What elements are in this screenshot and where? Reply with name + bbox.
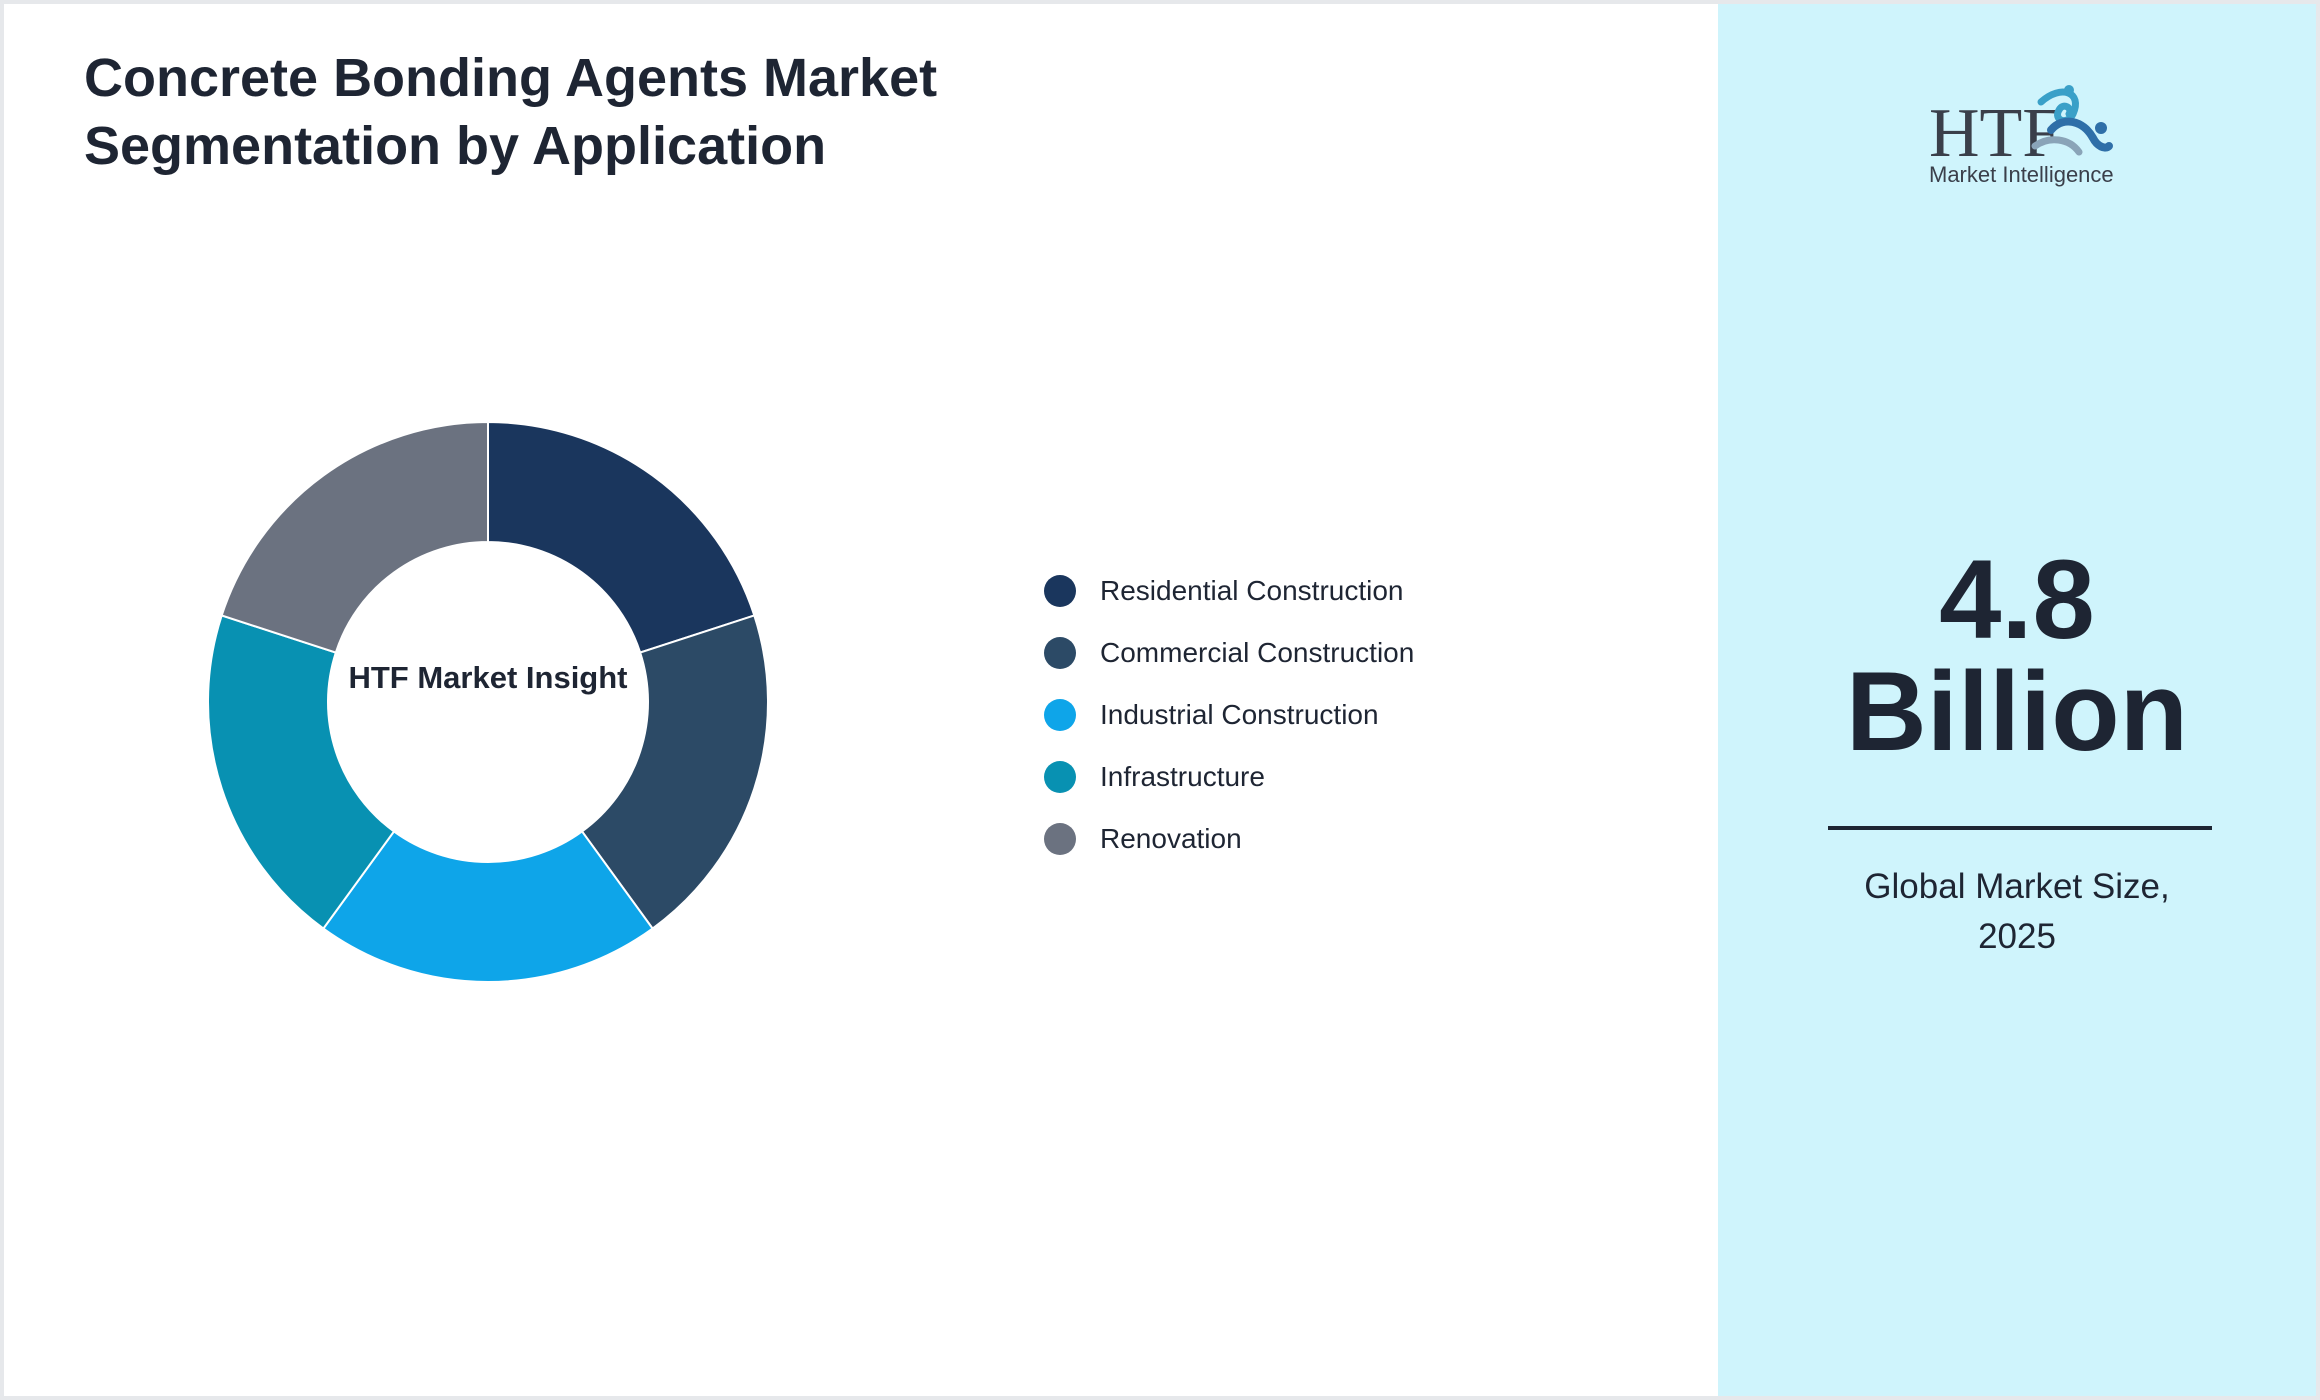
market-size-unit: Billion: [1845, 649, 2189, 774]
logo-subtitle: Market Intelligence: [1929, 162, 2113, 187]
chart-title: Concrete Bonding Agents Market Segmentat…: [84, 48, 938, 176]
chart-legend: Residential Construction Commercial Const…: [1044, 560, 1544, 870]
value-divider: [1828, 826, 2212, 830]
legend-item-residential-construction: Residential Construction: [1044, 560, 1544, 622]
logo-letters: HTF: [1929, 95, 2061, 172]
caption-line-1: Global Market Size,: [1864, 867, 2170, 906]
market-size-panel: HTF Market Intelligence 4.8 Billion Glob…: [1718, 4, 2316, 1396]
legend-label-infrastructure: Infrastructure: [1100, 761, 1265, 792]
caption-line-2: 2025: [1978, 917, 2056, 956]
market-size-value: 4.8: [1939, 537, 2095, 662]
legend-item-infrastructure: Infrastructure: [1044, 746, 1544, 808]
legend-label-residential-construction: Residential Construction: [1100, 575, 1404, 606]
donut-slice-infrastructure: [207, 614, 396, 930]
donut-slice-residential-construction: [487, 420, 756, 654]
legend-label-commercial-construction: Commercial Construction: [1100, 637, 1415, 668]
legend-item-commercial-construction: Commercial Construction: [1044, 622, 1544, 684]
legend-item-renovation: Renovation: [1044, 808, 1544, 870]
donut-chart: [207, 420, 769, 984]
donut-slice-commercial-construction: [580, 614, 769, 930]
legend-label-renovation: Renovation: [1100, 823, 1242, 854]
htf-logo: HTF Market Intelligence: [1929, 85, 2113, 187]
donut-slice-renovation: [220, 420, 489, 654]
legend-swatch-commercial-construction: [1044, 637, 1076, 669]
legend-item-industrial-construction: Industrial Construction: [1044, 684, 1544, 746]
legend-swatch-renovation: [1044, 823, 1076, 855]
market-size-caption: Global Market Size, 2025: [1778, 862, 2256, 962]
donut-slice-industrial-construction: [322, 830, 654, 984]
legend-swatch-industrial-construction: [1044, 699, 1076, 731]
legend-swatch-residential-construction: [1044, 575, 1076, 607]
legend-swatch-infrastructure: [1044, 761, 1076, 793]
legend-label-industrial-construction: Industrial Construction: [1100, 699, 1379, 730]
chart-panel: Concrete Bonding Agents Market Segmentat…: [4, 4, 1718, 1396]
donut-center-label: HTF Market Insight: [348, 660, 628, 695]
